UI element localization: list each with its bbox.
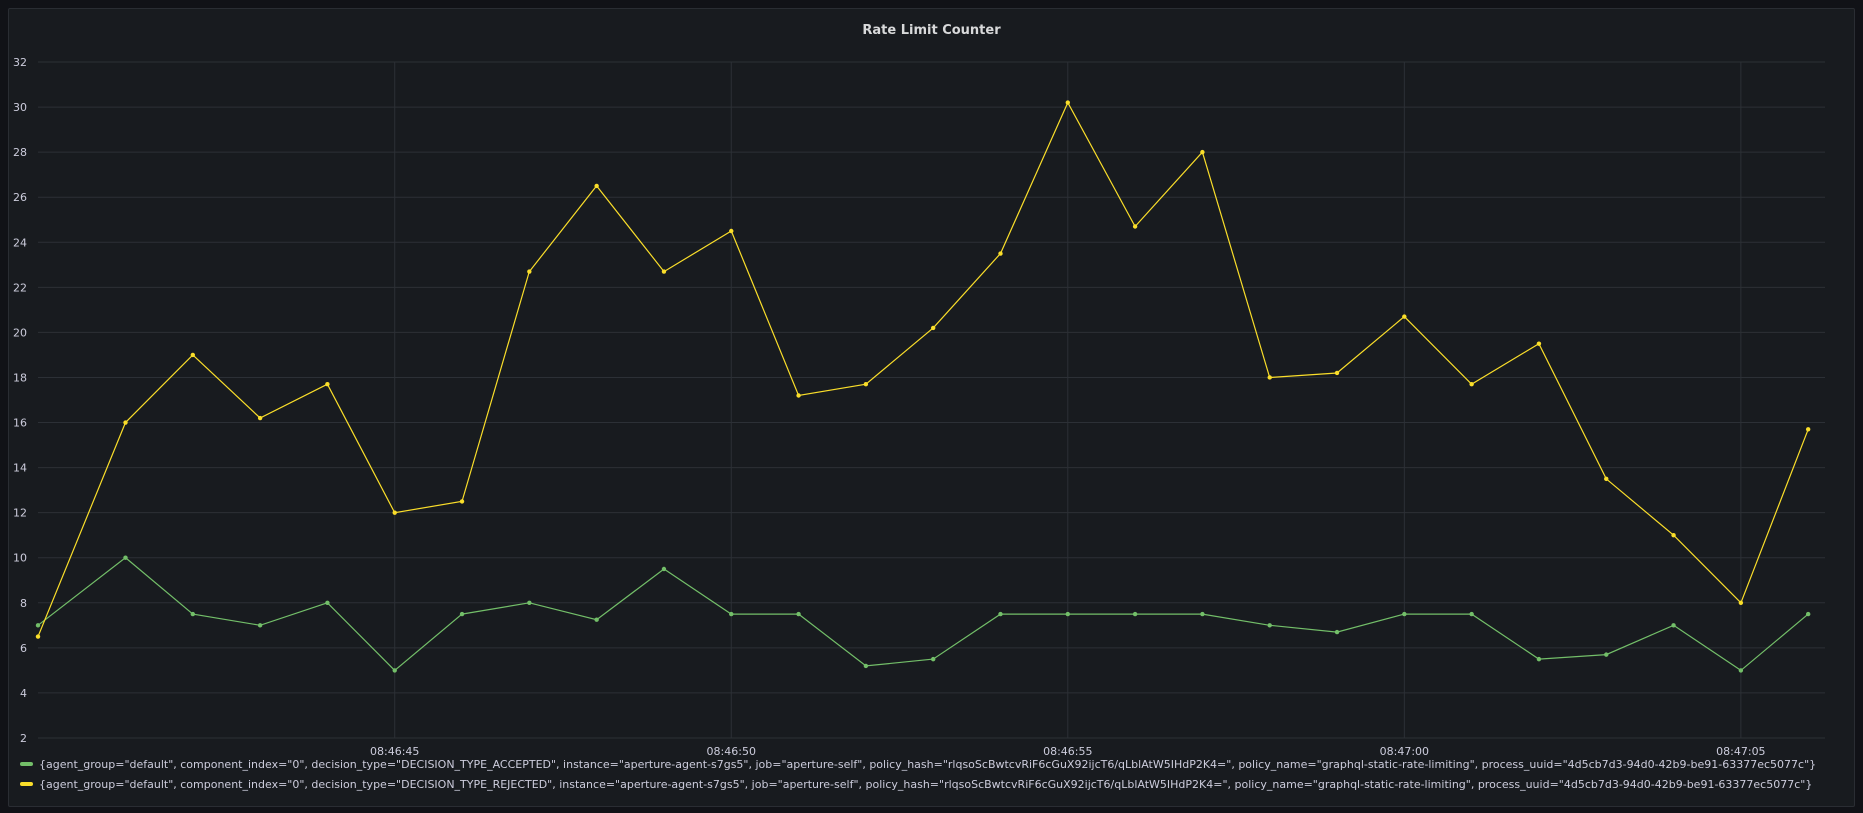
y-tick-label: 12	[13, 507, 27, 520]
legend-item[interactable]: {agent_group="default", component_index=…	[20, 774, 1816, 794]
data-point	[1200, 611, 1205, 617]
y-tick-label: 20	[13, 326, 27, 339]
data-point	[1671, 623, 1676, 628]
data-point	[594, 617, 599, 622]
data-point	[527, 600, 532, 605]
x-tick-label: 08:46:45	[370, 745, 419, 758]
panel-title: Rate Limit Counter	[862, 23, 1001, 38]
data-point	[1738, 600, 1744, 605]
data-point	[1065, 611, 1070, 617]
data-point	[325, 600, 330, 605]
legend-label: {agent_group="default", component_index=…	[39, 757, 1817, 771]
data-point	[1469, 611, 1474, 617]
data-point	[527, 269, 532, 274]
legend: {agent_group="default", component_index=…	[20, 754, 1816, 794]
data-point	[930, 325, 936, 331]
data-point	[1805, 611, 1811, 617]
data-point	[930, 656, 936, 662]
data-point	[661, 566, 667, 572]
legend-swatch	[20, 782, 33, 786]
data-point	[1469, 382, 1474, 387]
data-point	[796, 611, 801, 617]
data-point	[1738, 668, 1744, 673]
data-point	[1267, 375, 1272, 380]
data-point	[1536, 341, 1542, 346]
y-tick-label: 14	[13, 462, 27, 475]
legend-item[interactable]: {agent_group="default", component_index=…	[20, 754, 1816, 774]
x-tick-label: 08:46:50	[707, 745, 756, 758]
y-tick-label: 6	[20, 642, 27, 655]
data-point	[1065, 100, 1070, 105]
data-point	[1334, 370, 1340, 376]
data-point	[1334, 629, 1340, 635]
data-point	[392, 510, 397, 515]
chart-panel: Rate Limit Counter	[8, 8, 1855, 807]
x-tick-label: 08:46:55	[1043, 745, 1092, 758]
data-point	[1402, 611, 1407, 617]
y-tick-label: 8	[20, 597, 27, 610]
data-point	[594, 183, 599, 189]
series-line-accepted	[37, 556, 1809, 672]
x-tick-label: 08:47:00	[1380, 745, 1429, 758]
x-tick-label: 08:47:05	[1716, 745, 1765, 758]
data-point	[1805, 427, 1811, 432]
data-point	[1402, 314, 1407, 319]
data-point	[998, 251, 1003, 256]
data-point	[1604, 476, 1609, 482]
series-line-rejected	[37, 101, 1809, 637]
data-point	[1604, 652, 1609, 657]
data-point	[1671, 533, 1676, 538]
y-tick-label: 10	[13, 552, 27, 565]
data-point	[190, 352, 196, 358]
data-point	[863, 382, 869, 387]
data-point	[123, 555, 128, 560]
y-tick-label: 30	[13, 101, 27, 114]
data-point	[325, 382, 330, 387]
data-point	[1200, 149, 1205, 155]
data-point	[661, 269, 667, 274]
data-point	[998, 611, 1003, 617]
y-tick-label: 24	[13, 236, 27, 249]
y-tick-label: 18	[13, 371, 27, 384]
data-point	[459, 611, 465, 617]
data-point	[257, 415, 263, 421]
y-tick-label: 22	[13, 281, 27, 294]
data-point	[257, 623, 263, 628]
data-point	[35, 623, 41, 628]
legend-swatch	[20, 762, 33, 766]
data-point	[35, 634, 41, 639]
y-tick-label: 16	[13, 417, 27, 430]
y-tick-label: 26	[13, 191, 27, 204]
data-point	[1536, 656, 1542, 662]
data-point	[729, 611, 734, 617]
y-tick-label: 2	[20, 732, 27, 745]
data-point	[1132, 224, 1138, 229]
data-point	[796, 393, 801, 398]
data-point	[459, 499, 465, 504]
data-point	[729, 228, 734, 234]
legend-label: {agent_group="default", component_index=…	[39, 777, 1813, 791]
data-point	[1267, 623, 1272, 628]
y-tick-label: 4	[20, 687, 27, 700]
data-point	[863, 663, 869, 669]
data-point	[123, 420, 128, 425]
data-point	[1132, 611, 1138, 617]
data-point	[392, 668, 397, 673]
y-tick-label: 32	[13, 56, 27, 69]
y-tick-label: 28	[13, 146, 27, 159]
data-point	[190, 611, 196, 617]
